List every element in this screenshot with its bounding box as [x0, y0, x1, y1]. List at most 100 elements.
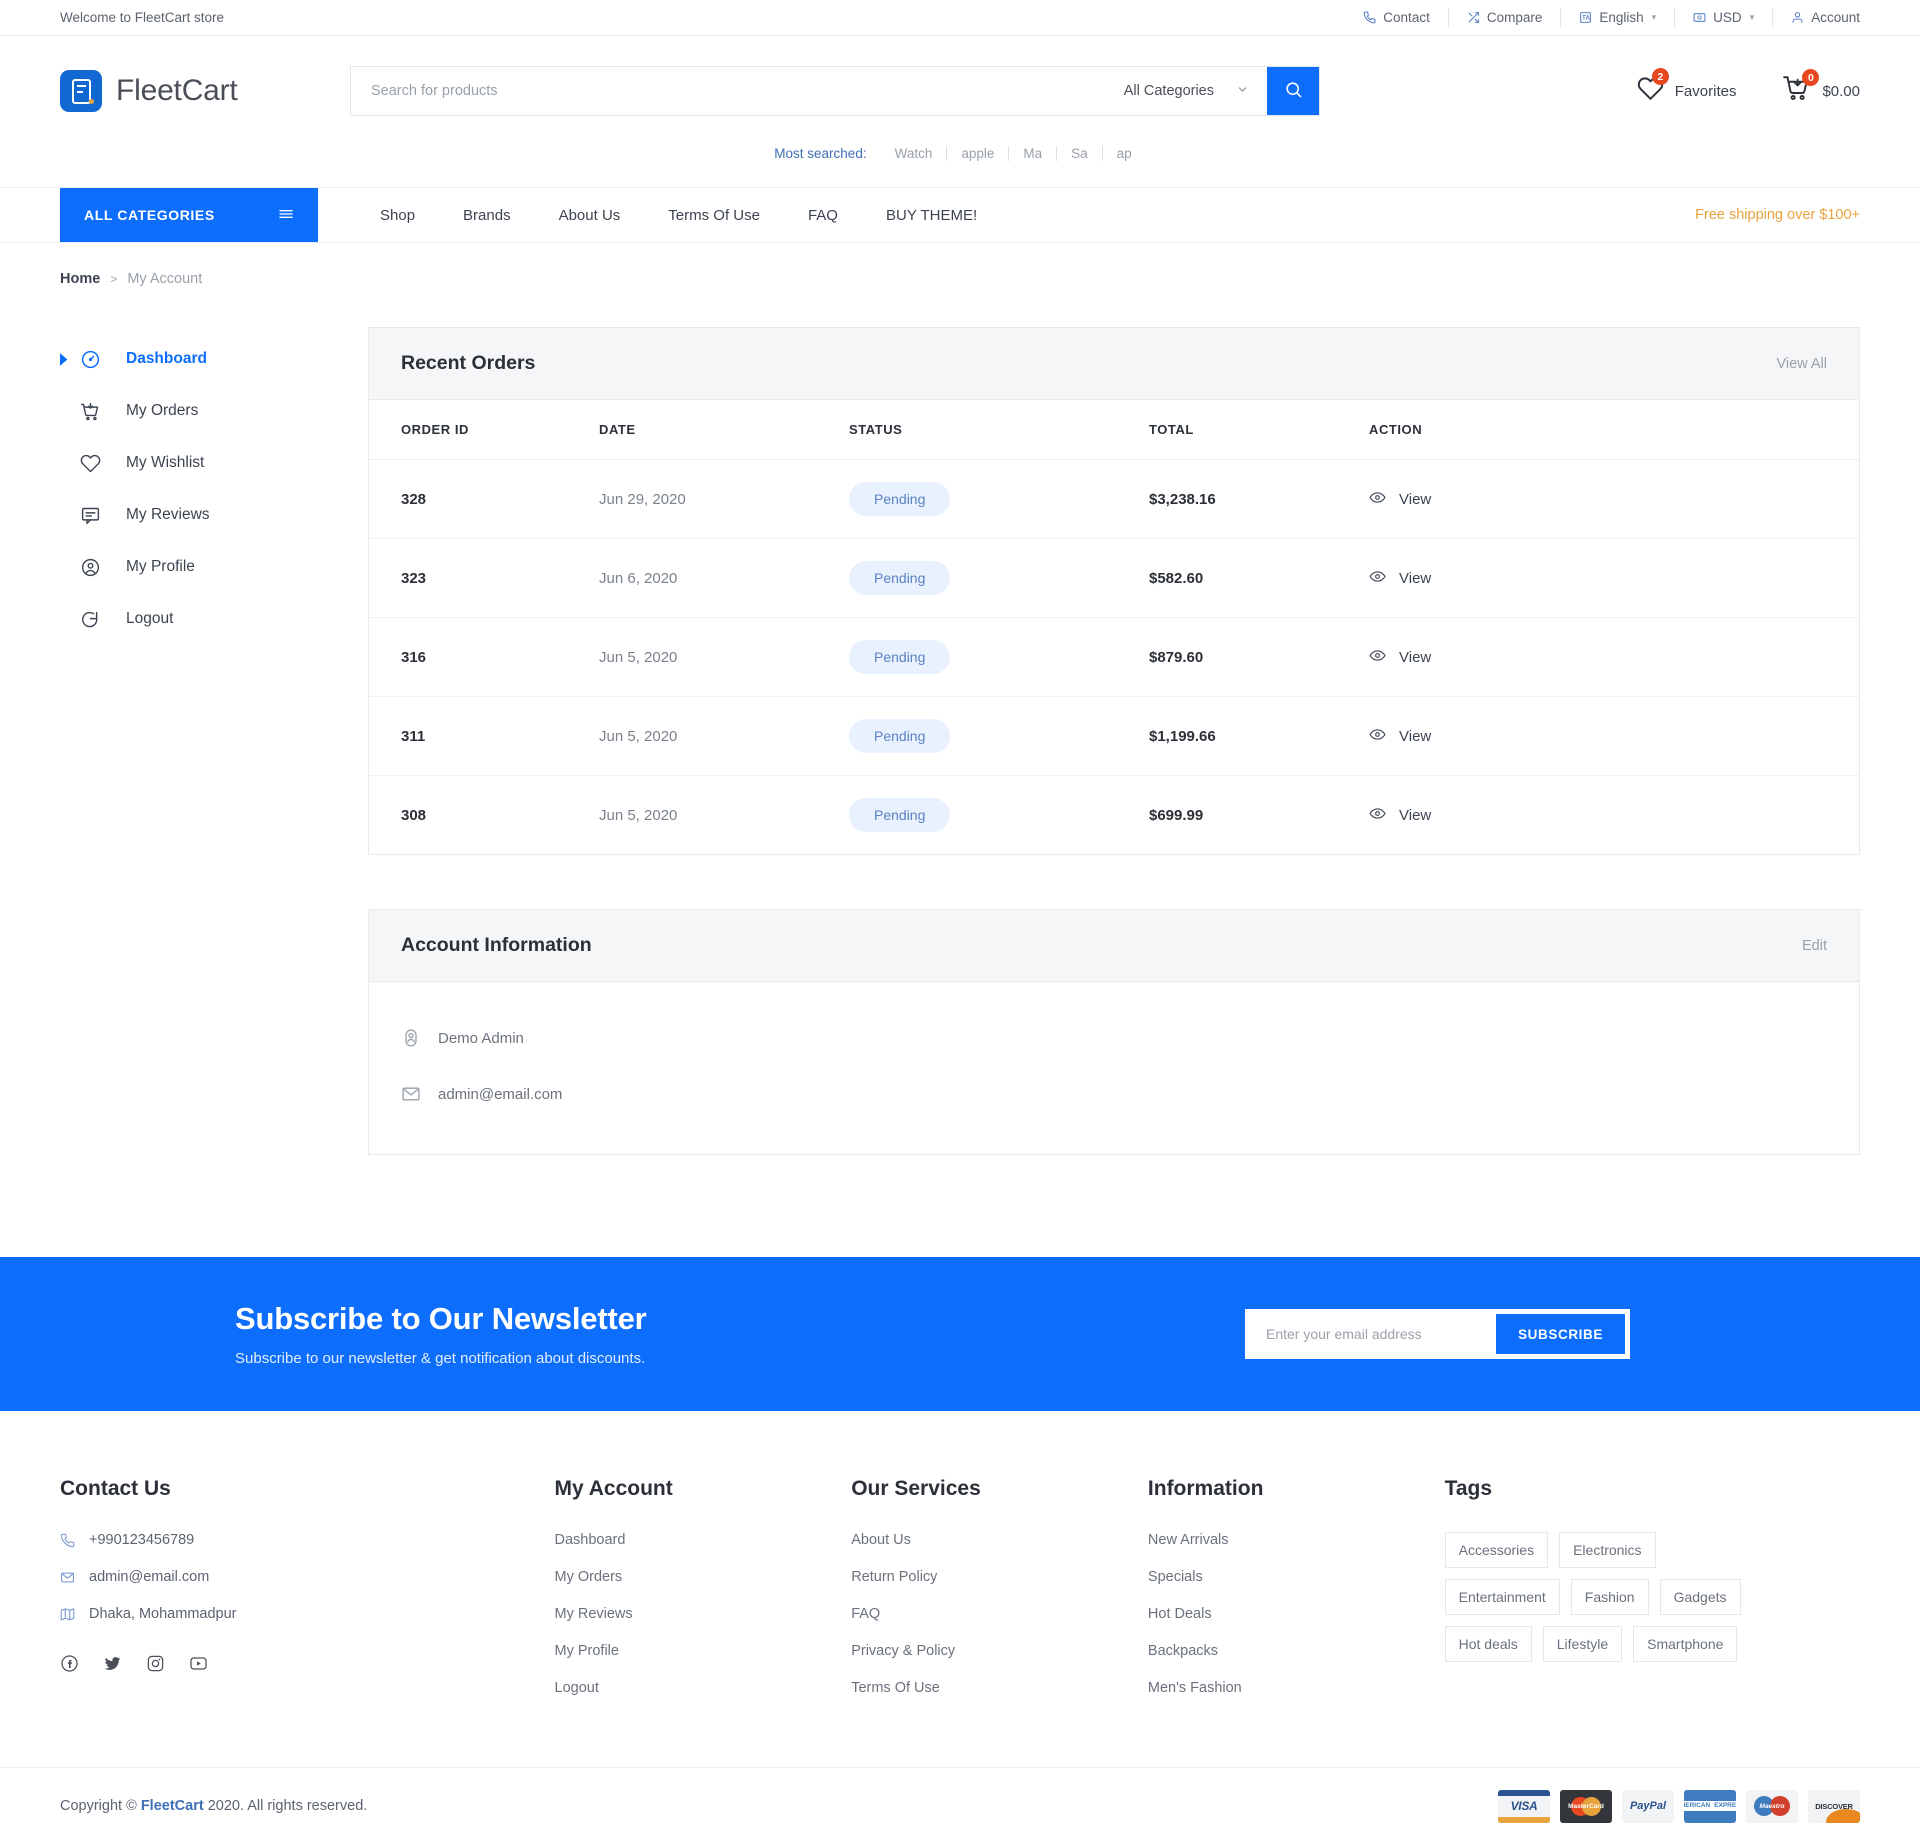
sidebar-item-my-wishlist[interactable]: My Wishlist	[60, 437, 360, 489]
dashboard-icon	[80, 349, 126, 370]
heart-icon	[80, 453, 126, 474]
footer-link-specials[interactable]: Specials	[1147, 1569, 1203, 1585]
search-icon	[1284, 80, 1303, 102]
fleetcart-logo-icon	[60, 70, 102, 112]
sidebar-item-label: My Orders	[126, 402, 199, 419]
tag-lifestyle[interactable]: Lifestyle	[1542, 1626, 1623, 1662]
nav-link-faq[interactable]: FAQ	[807, 206, 838, 224]
topbar-item-compare[interactable]: Compare	[1449, 7, 1562, 28]
footer-link-logout[interactable]: Logout	[554, 1680, 599, 1696]
paypal-icon: PayPal	[1622, 1789, 1674, 1823]
instagram-icon[interactable]	[146, 1654, 165, 1673]
subscribe-button[interactable]: SUBSCRIBE	[1496, 1314, 1625, 1354]
footer-link-return-policy[interactable]: Return Policy	[851, 1569, 938, 1585]
topbar-item-account[interactable]: Account	[1773, 8, 1860, 28]
footer-information-column: Information New Arrivals Specials Hot De…	[1148, 1477, 1445, 1717]
topbar-item-language[interactable]: English ▾	[1561, 7, 1676, 28]
footer-link-dashboard[interactable]: Dashboard	[554, 1532, 626, 1548]
tag-entertainment[interactable]: Entertainment	[1444, 1579, 1560, 1615]
status-badge: Pending	[849, 561, 951, 595]
nav-link-about-us[interactable]: About Us	[558, 206, 621, 224]
status-badge: Pending	[849, 640, 951, 674]
view-order-button[interactable]: View	[1369, 568, 1431, 589]
footer-link-terms-of-use[interactable]: Terms Of Use	[851, 1680, 940, 1696]
copyright-text: Copyright © FleetCart 2020. All rights r…	[60, 1798, 367, 1814]
most-searched-term[interactable]: Watch	[881, 146, 948, 161]
footer-email-row: admin@email.com	[60, 1569, 555, 1585]
footer-link-my-orders[interactable]: My Orders	[554, 1569, 623, 1585]
sidebar-item-my-reviews[interactable]: My Reviews	[60, 489, 360, 541]
view-order-button[interactable]: View	[1369, 647, 1431, 668]
footer-heading-information: Information	[1147, 1477, 1264, 1500]
footer-link-faq[interactable]: FAQ	[851, 1606, 881, 1622]
tag-fashion[interactable]: Fashion	[1570, 1579, 1649, 1615]
sidebar-item-my-profile[interactable]: My Profile	[60, 541, 360, 593]
most-searched-term[interactable]: ap	[1116, 146, 1132, 161]
facebook-icon[interactable]	[60, 1654, 79, 1673]
cell-order-id: 316	[369, 617, 599, 697]
view-order-button[interactable]: View	[1369, 726, 1431, 747]
breadcrumb-separator: >	[110, 272, 118, 286]
hamburger-icon	[278, 206, 294, 225]
all-categories-button[interactable]: ALL CATEGORIES	[60, 188, 318, 242]
edit-link[interactable]: Edit	[1802, 937, 1827, 954]
tag-accessories[interactable]: Accessories	[1444, 1532, 1549, 1568]
category-select[interactable]: All Categories	[1114, 67, 1267, 115]
nav-link-buy-theme[interactable]: BUY THEME!	[885, 206, 978, 224]
topbar-item-currency[interactable]: USD ▾	[1675, 7, 1774, 28]
chevron-down-icon: ▾	[1651, 12, 1657, 22]
cell-total: $879.60	[1149, 617, 1369, 697]
footer-link-about-us[interactable]: About Us	[851, 1532, 911, 1548]
footer-link-my-reviews[interactable]: My Reviews	[554, 1606, 633, 1622]
maestro-icon: Maestro	[1746, 1789, 1798, 1823]
most-searched-term[interactable]: Sa	[1057, 146, 1103, 161]
view-all-link[interactable]: View All	[1776, 355, 1827, 372]
nav-link-terms-of-use[interactable]: Terms Of Use	[668, 206, 760, 224]
logo[interactable]: FleetCart	[60, 70, 350, 112]
footer-bottom-bar: Copyright © FleetCart 2020. All rights r…	[0, 1767, 1920, 1843]
sidebar-item-label: Dashboard	[126, 350, 207, 367]
footer-link-backpacks[interactable]: Backpacks	[1147, 1643, 1219, 1659]
most-searched-term[interactable]: Ma	[1009, 146, 1058, 161]
cell-total: $582.60	[1149, 538, 1369, 618]
cell-action: View	[1369, 459, 1859, 539]
footer-link-my-profile[interactable]: My Profile	[554, 1643, 619, 1659]
view-order-button[interactable]: View	[1369, 489, 1431, 510]
account-main: Recent Orders View All ORDER ID DATE STA…	[360, 327, 1860, 1209]
most-searched-term[interactable]: apple	[947, 146, 1010, 161]
tag-gadgets[interactable]: Gadgets	[1659, 1579, 1741, 1615]
search-input[interactable]	[351, 67, 1114, 115]
tag-hot-deals[interactable]: Hot deals	[1444, 1626, 1532, 1662]
breadcrumb-home[interactable]: Home	[60, 271, 101, 287]
youtube-icon[interactable]	[189, 1654, 208, 1673]
twitter-icon[interactable]	[103, 1654, 122, 1673]
tag-smartphone[interactable]: Smartphone	[1633, 1626, 1738, 1662]
cell-action: View	[1369, 617, 1859, 697]
sidebar-item-my-orders[interactable]: My Orders	[60, 385, 360, 437]
footer-link-new-arrivals[interactable]: New Arrivals	[1147, 1532, 1229, 1548]
footer-heading-my-account: My Account	[554, 1477, 673, 1500]
nav-link-shop[interactable]: Shop	[380, 206, 416, 224]
view-label: View	[1399, 490, 1432, 508]
eye-icon	[1369, 726, 1386, 747]
view-order-button[interactable]: View	[1369, 805, 1431, 826]
footer-link-hot-deals[interactable]: Hot Deals	[1147, 1606, 1212, 1622]
tag-electronics[interactable]: Electronics	[1559, 1532, 1656, 1568]
footer-email: admin@email.com	[89, 1569, 210, 1585]
column-total: TOTAL	[1149, 400, 1369, 460]
all-categories-label: ALL CATEGORIES	[84, 207, 215, 223]
footer-link-privacy-policy[interactable]: Privacy & Policy	[851, 1643, 956, 1659]
cell-date: Jun 29, 2020	[599, 459, 849, 539]
topbar-item-contact[interactable]: Contact	[1345, 7, 1449, 28]
cart-button[interactable]: 0 $0.00	[1782, 69, 1860, 107]
status-badge: Pending	[849, 798, 951, 832]
cell-status: Pending	[849, 459, 1149, 539]
footer-link-mens-fashion[interactable]: Men's Fashion	[1147, 1680, 1242, 1696]
search-button[interactable]	[1267, 67, 1319, 115]
nav-link-brands[interactable]: Brands	[463, 206, 511, 224]
sidebar-item-dashboard[interactable]: Dashboard	[60, 333, 360, 385]
sidebar-item-logout[interactable]: Logout	[60, 593, 360, 645]
newsletter-email-input[interactable]	[1250, 1314, 1497, 1354]
recent-orders-header: Recent Orders View All	[369, 328, 1859, 400]
favorites-button[interactable]: 2 Favorites	[1637, 68, 1736, 107]
